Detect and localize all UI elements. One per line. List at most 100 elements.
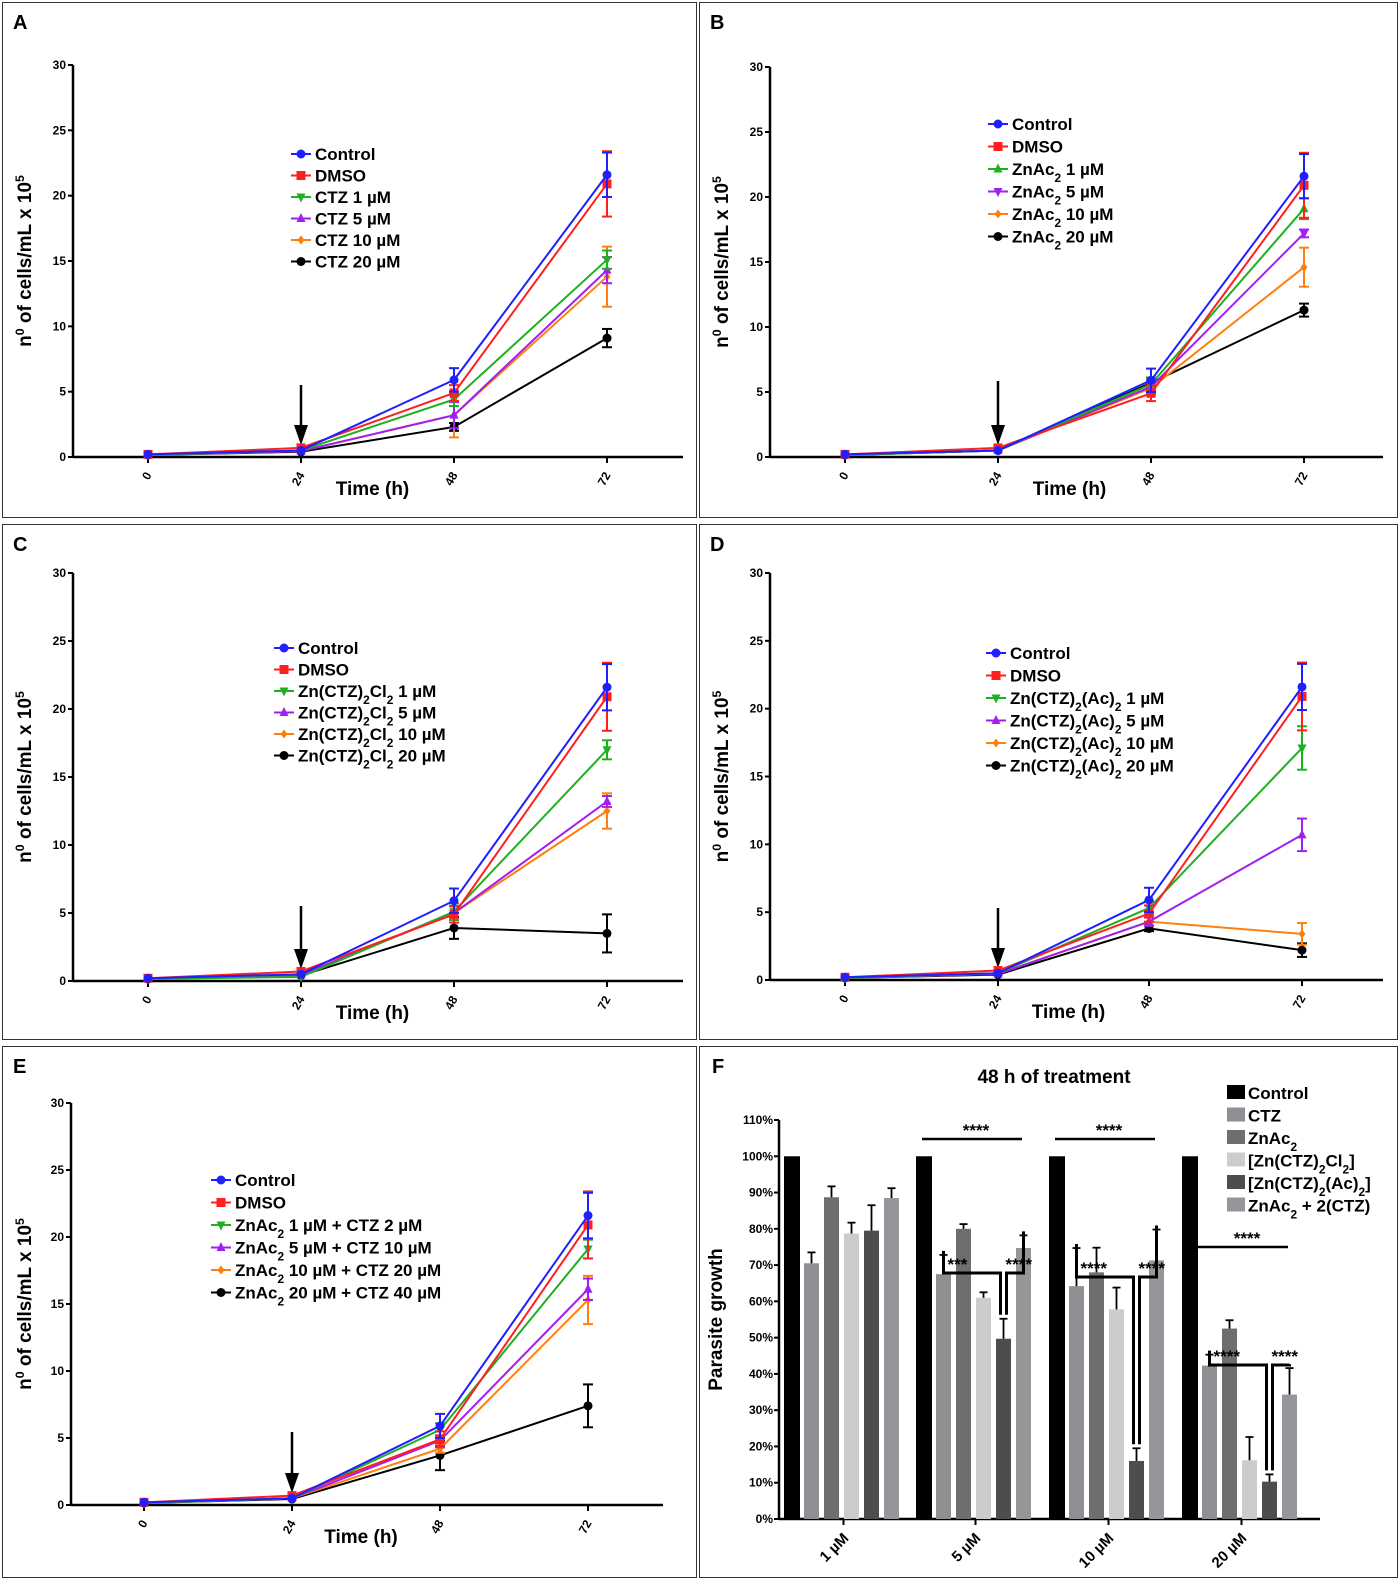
series-line [844, 695, 1303, 979]
series-znac-20-m [840, 302, 1309, 460]
significance-label: **** [1096, 1121, 1123, 1140]
legend-item: ZnAc2 10 µM + CTZ 20 µM [211, 1261, 441, 1286]
legend-marker [296, 171, 306, 180]
legend-marker [993, 163, 1003, 173]
legend-item: [Zn(CTZ)2Cl2] [1227, 1152, 1355, 1177]
bar-chart-f: F 48 h of treatment 0% 10% 20% 30% 40% 50% 60% 70… [706, 1056, 1371, 1572]
series-control [840, 662, 1307, 982]
legend-label: ZnAc2 10 µM [1012, 205, 1113, 230]
data-point [143, 973, 153, 983]
legend-item: CTZ 10 µM [291, 231, 400, 250]
data-point [449, 388, 459, 398]
legend: Control DMSO CTZ 1 µM CTZ 5 µM CTZ 10 µM CTZ … [291, 145, 400, 272]
legend-marker [216, 1175, 226, 1185]
x-tick-label: 1 µM [817, 1530, 853, 1566]
data-point [993, 968, 1003, 978]
bar [916, 1156, 932, 1519]
legend-swatch [1227, 1130, 1245, 1144]
legend-item: Control [1227, 1084, 1308, 1103]
y-tick-label: 100% [742, 1149, 773, 1163]
x-tick-label: 0 [139, 993, 155, 1006]
x-tick-label: 24 [986, 992, 1005, 1011]
legend-item: Control [988, 115, 1072, 134]
significance-label: **** [1139, 1259, 1166, 1278]
data-point [296, 969, 306, 979]
y-tick-label: 5 [59, 385, 66, 399]
legend-item: ZnAc2 20 µM [988, 228, 1113, 253]
legend-item: Control [211, 1171, 295, 1190]
series-line [147, 749, 608, 980]
y-tick-label: 20 [53, 189, 67, 203]
legend-label: ZnAc2 20 µM + CTZ 40 µM [235, 1284, 441, 1309]
x-tick-label: 48 [1137, 992, 1156, 1011]
legend-item: Zn(CTZ)2(Ac)2 20 µM [986, 757, 1174, 782]
legend-label: Zn(CTZ)2Cl2 5 µM [298, 704, 436, 729]
data-point [143, 449, 153, 459]
legend-item: ZnAc2 1 µM [988, 160, 1104, 185]
series-line [143, 1224, 589, 1504]
x-axis-title: Time (h) [324, 1527, 398, 1548]
legend-marker [217, 1265, 225, 1275]
data-point [583, 1401, 593, 1411]
y-tick-label: 15 [750, 770, 764, 784]
bar [864, 1230, 879, 1519]
data-point [1144, 895, 1154, 905]
significance-bracket [1208, 1350, 1268, 1471]
x-tick-label: 24 [289, 469, 308, 488]
legend-item: Control [274, 639, 358, 658]
significance-label: **** [1272, 1347, 1299, 1366]
y-tick-label: 5 [756, 385, 763, 399]
significance-label: **** [1081, 1259, 1108, 1278]
series-line [844, 686, 1303, 979]
significance-label: **** [1214, 1347, 1241, 1366]
series-ctz-5-m [143, 256, 612, 459]
x-axis-title: Time (h) [336, 479, 410, 500]
series-line [147, 258, 608, 457]
legend-label: DMSO [315, 167, 366, 186]
data-point [449, 909, 459, 919]
legend-marker [279, 751, 289, 760]
bar [1182, 1156, 1198, 1519]
x-tick-label: 24 [280, 1517, 299, 1536]
x-tick-label: 72 [576, 1517, 595, 1536]
data-point [1299, 171, 1309, 181]
data-point [287, 1493, 297, 1503]
y-tick-label: 20 [750, 702, 764, 716]
x-tick-label: 48 [1139, 469, 1158, 488]
legend-item: DMSO [988, 138, 1063, 157]
y-tick-label: 10 [750, 320, 764, 334]
series-znac-10-m-ctz-20-m [140, 1274, 593, 1508]
series-zn-ctz-cl-5-m [143, 795, 612, 983]
legend-label: ZnAc2 5 µM + CTZ 10 µM [235, 1239, 432, 1264]
y-tick-label: 25 [53, 634, 67, 648]
legend-label: DMSO [298, 661, 349, 680]
y-tick-label: 0 [756, 450, 763, 464]
series-zn-ctz-ac-10-m [841, 916, 1307, 983]
significance-label: **** [1234, 1229, 1261, 1248]
legend-label: ZnAc2 5 µM [1012, 183, 1104, 208]
data-point [583, 1283, 593, 1293]
x-tick-label: 48 [442, 469, 461, 488]
x-tick-label: 0 [135, 1517, 151, 1530]
panel-letter: A [13, 12, 27, 34]
y-tick-label: 30% [749, 1403, 773, 1417]
data-point [1297, 682, 1307, 692]
data-point [449, 409, 459, 419]
legend-marker [993, 142, 1003, 151]
series-line [147, 926, 608, 980]
x-tick-label: 0 [139, 469, 155, 482]
series-line [147, 275, 608, 457]
series-line [147, 337, 608, 457]
series-ctz-10-m [144, 245, 612, 460]
y-tick-label: 90% [749, 1186, 773, 1200]
bar [844, 1233, 859, 1519]
legend-item: ZnAc2 5 µM + CTZ 10 µM [211, 1239, 432, 1264]
legend-item: DMSO [986, 667, 1061, 686]
bar [1282, 1394, 1297, 1519]
y-axis-title: n0 of cells/mL x 105 [13, 1218, 36, 1390]
legend-item: ZnAc2 5 µM [988, 183, 1104, 208]
series-line [143, 1404, 589, 1504]
series-line [844, 184, 1305, 456]
legend-label: ZnAc2 [1248, 1129, 1298, 1154]
